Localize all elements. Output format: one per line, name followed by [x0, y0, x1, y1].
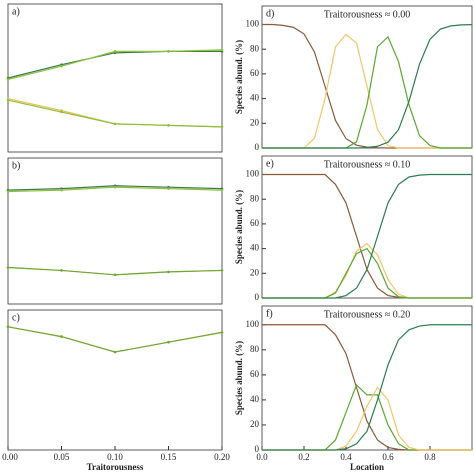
panel-title: Traitorousness ≈ 0.00: [324, 9, 411, 20]
point: [220, 48, 224, 52]
series-line: [7, 326, 223, 353]
point: [113, 350, 117, 354]
point: [220, 269, 224, 272]
point: [167, 187, 170, 190]
point: [60, 64, 63, 68]
y-tick-label: 60: [250, 68, 260, 78]
point: [60, 335, 63, 338]
point: [6, 190, 10, 193]
series-line: [262, 24, 473, 149]
point: [60, 269, 63, 272]
y-tick-label: 40: [250, 243, 260, 253]
y-axis-label: Species abund. (%): [234, 40, 244, 114]
y-axis-label: Species abund. (%): [234, 190, 244, 264]
point: [113, 50, 117, 53]
point: [167, 340, 170, 344]
x-tick-label: 0.15: [161, 452, 177, 462]
point: [167, 50, 170, 53]
series-line: [7, 50, 222, 79]
plot-frame: [261, 305, 473, 451]
panel-label: f): [266, 308, 273, 319]
y-tick-label: 100: [246, 19, 260, 29]
series-line: [262, 386, 472, 451]
panel-label: a): [12, 6, 20, 17]
x-axis-label: Traitorousness: [87, 462, 144, 472]
series-line: [7, 326, 223, 353]
panel-label: b): [12, 160, 20, 171]
x-tick-label: 0.8: [424, 452, 436, 462]
series-line: [262, 242, 472, 299]
series-line: [262, 33, 472, 149]
x-tick-label: 0.05: [54, 452, 70, 462]
point: [60, 188, 63, 192]
point: [113, 185, 117, 189]
point: [220, 188, 224, 192]
y-tick-label: 0: [255, 142, 260, 152]
series-line: [262, 173, 472, 299]
panel-label: c): [12, 312, 20, 323]
y-tick-label: 0: [255, 292, 260, 302]
plot-frame: [7, 309, 223, 451]
point: [220, 331, 224, 334]
point: [113, 273, 117, 277]
point: [6, 266, 10, 269]
x-tick-label: 0.4: [340, 452, 352, 462]
y-tick-label: 0: [255, 444, 260, 454]
x-tick-label: 0.2: [298, 452, 309, 462]
plot-frame: [7, 157, 223, 305]
series-line: [262, 383, 472, 451]
panel-title: Traitorousness ≈ 0.20: [324, 309, 411, 320]
series-line: [262, 324, 472, 451]
point: [60, 110, 63, 114]
y-tick-label: 80: [250, 193, 260, 203]
series-line: [262, 247, 472, 299]
series-line: [262, 173, 472, 299]
y-tick-label: 60: [250, 369, 260, 379]
point: [6, 78, 10, 81]
point: [167, 124, 170, 127]
point: [6, 325, 10, 329]
y-tick-label: 60: [250, 218, 260, 228]
plot-frame: [261, 155, 473, 299]
y-tick-label: 20: [250, 419, 260, 429]
y-tick-label: 20: [250, 117, 260, 127]
x-tick-label: 0.0: [256, 452, 268, 462]
point: [167, 270, 170, 274]
x-axis-label: Location: [350, 462, 384, 472]
y-axis-label: Species abund. (%): [234, 341, 244, 415]
y-tick-label: 100: [246, 319, 260, 329]
x-tick-label: 0.6: [382, 452, 394, 462]
y-tick-label: 20: [250, 267, 260, 277]
x-tick-label: 0.00: [2, 452, 18, 462]
plot-frame: [7, 3, 223, 153]
y-tick-label: 100: [246, 169, 260, 179]
point: [6, 98, 10, 102]
y-tick-label: 80: [250, 344, 260, 354]
y-tick-label: 80: [250, 43, 260, 53]
y-tick-label: 40: [250, 93, 260, 103]
series-line: [7, 49, 223, 81]
x-tick-label: 0.10: [107, 452, 123, 462]
series-line: [262, 35, 472, 149]
y-tick-label: 40: [250, 394, 260, 404]
panel-title: Traitorousness ≈ 0.10: [324, 159, 411, 170]
point: [113, 122, 117, 126]
x-tick-label: 0.20: [214, 452, 230, 462]
point: [220, 125, 224, 129]
panel-label: d): [266, 8, 274, 19]
panel-label: e): [266, 158, 274, 169]
